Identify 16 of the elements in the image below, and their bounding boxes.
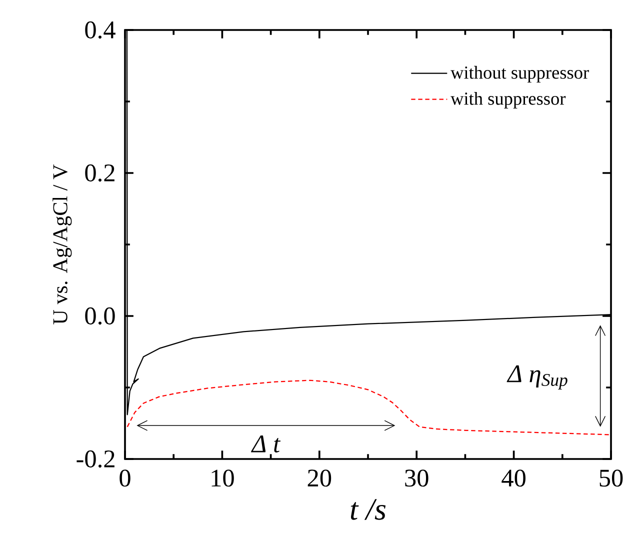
y-axis-title: U vs. Ag/AgCl / V <box>52 164 72 324</box>
annotation: Δ t <box>251 436 281 452</box>
annotation: Δ η$_{Sup}$ <box>506 365 568 390</box>
x-tick-label: 50 <box>600 470 623 487</box>
legend-label: with suppressor <box>450 92 566 109</box>
y-tick-label: 0.2 <box>85 164 114 182</box>
legend-label: without suppressor <box>450 66 589 82</box>
x-tick-label: 30 <box>405 470 428 487</box>
x-tick-label: 0 <box>120 470 130 487</box>
y-tick-label: 0.4 <box>85 21 116 39</box>
y-tick-label: 0.0 <box>85 307 115 325</box>
x-tick-label: 20 <box>308 470 332 487</box>
x-tick-label: 10 <box>212 470 234 487</box>
x-axis-title: t /s <box>350 499 386 520</box>
y-tick-label: -0.2 <box>76 450 114 468</box>
x-tick-label: 40 <box>502 470 526 487</box>
